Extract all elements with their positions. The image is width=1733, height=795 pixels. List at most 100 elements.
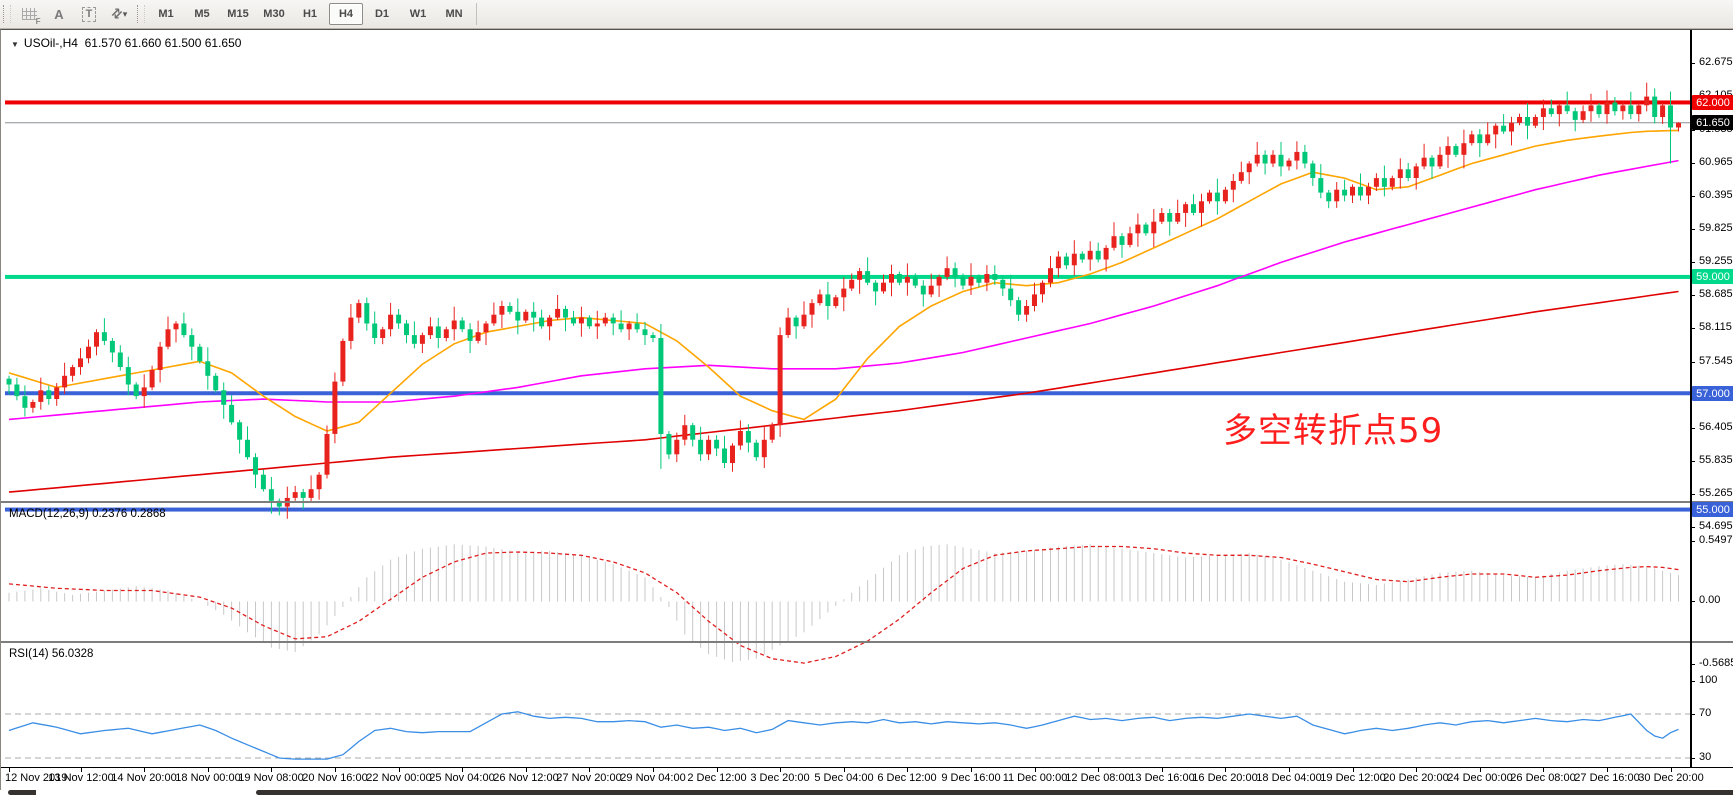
fibonacci-grid-tool-icon[interactable]: F bbox=[16, 2, 42, 26]
time-tick bbox=[1289, 768, 1290, 772]
time-tick bbox=[717, 768, 718, 772]
price-tick-label: 58.115 bbox=[1699, 321, 1732, 333]
timeframe-button-H1[interactable]: H1 bbox=[302, 8, 318, 20]
time-tick bbox=[81, 768, 82, 772]
time-tick bbox=[1225, 768, 1226, 772]
macd-indicator-panel[interactable] bbox=[1, 503, 1733, 664]
price-tick bbox=[1690, 328, 1695, 329]
time-label: 27 Dec 16:00 bbox=[1574, 772, 1640, 784]
level-line-59.000 bbox=[5, 274, 1690, 279]
level-line-62.000 bbox=[5, 100, 1690, 105]
timeframe-button-M1[interactable]: M1 bbox=[158, 8, 174, 20]
time-label: 22 Nov 00:00 bbox=[366, 772, 432, 784]
time-tick bbox=[144, 768, 145, 772]
arrow-objects-tool-icon[interactable]: ⇅ ▾ bbox=[107, 4, 128, 23]
collapse-indicator-icon[interactable]: ▼ bbox=[11, 40, 19, 49]
time-tick bbox=[399, 768, 400, 772]
level-price-label-59.000: 59.000 bbox=[1692, 269, 1733, 284]
time-tick bbox=[844, 768, 845, 772]
price-tick bbox=[1690, 262, 1695, 263]
time-tick bbox=[1098, 768, 1099, 772]
timeframe-button-MN[interactable]: MN bbox=[445, 8, 463, 20]
timeframe-button-D1[interactable]: D1 bbox=[374, 8, 390, 20]
time-label: 20 Nov 16:00 bbox=[302, 772, 368, 784]
main-price-chart[interactable] bbox=[1, 30, 1733, 519]
price-tick bbox=[1690, 362, 1695, 363]
price-tick bbox=[1690, 494, 1695, 495]
time-tick bbox=[335, 768, 336, 772]
price-tick-label: 58.685 bbox=[1699, 288, 1733, 300]
time-axis[interactable]: 12 Nov 2019 13 Nov 12:00 14 Nov 20:00 18 No… bbox=[1, 767, 1733, 792]
time-label: 9 Dec 16:00 bbox=[941, 772, 1001, 784]
macd-label: MACD(12,26,9) 0.2376 0.2868 bbox=[9, 508, 166, 520]
price-tick-label: 55.265 bbox=[1699, 487, 1733, 499]
rsi-tick-label: 100 bbox=[1699, 674, 1718, 686]
time-tick bbox=[907, 768, 908, 772]
timeframe-button-M30[interactable]: M30 bbox=[263, 8, 285, 20]
current-price-label: 61.650 bbox=[1692, 115, 1733, 130]
timeframe-button-M15[interactable]: M15 bbox=[227, 8, 249, 20]
time-label: 29 Nov 04:00 bbox=[620, 772, 686, 784]
time-label: 27 Nov 20:00 bbox=[556, 772, 622, 784]
time-tick bbox=[971, 768, 972, 772]
text-tool-icon[interactable]: T bbox=[76, 2, 102, 26]
rsi-tick-label: 70 bbox=[1699, 707, 1712, 719]
macd-tick bbox=[1690, 664, 1695, 665]
main-macd-separator[interactable] bbox=[1, 501, 1733, 503]
chart-window: ▼ USOil-,H4 61.570 61.660 61.500 61.650 多… bbox=[0, 29, 1733, 795]
time-tick bbox=[1480, 768, 1481, 772]
ma-mid-line bbox=[8, 159, 1679, 421]
price-tick bbox=[1690, 295, 1695, 296]
level-price-label-55.000: 55.000 bbox=[1692, 502, 1733, 517]
time-label: 3 Dec 20:00 bbox=[750, 772, 810, 784]
price-tick-label: 59.825 bbox=[1699, 222, 1733, 234]
time-label: 11 Dec 00:00 bbox=[1002, 772, 1068, 784]
price-tick bbox=[1690, 428, 1695, 429]
time-tick bbox=[1162, 768, 1163, 772]
timeframe-button-M5[interactable]: M5 bbox=[194, 8, 210, 20]
price-axis-line bbox=[1690, 30, 1692, 767]
timeframe-button-H4[interactable]: H4 bbox=[329, 3, 363, 25]
taskbar-fragment-small bbox=[8, 790, 36, 795]
time-label: 30 Dec 20:00 bbox=[1638, 772, 1704, 784]
chart-title: ▼ USOil-,H4 61.570 61.660 61.500 61.650 bbox=[11, 36, 241, 50]
time-label: 6 Dec 12:00 bbox=[877, 772, 937, 784]
price-tick bbox=[1690, 63, 1695, 64]
level-line-55.000 bbox=[5, 507, 1690, 512]
level-price-label-57.000: 57.000 bbox=[1692, 386, 1733, 401]
price-tick-label: 60.965 bbox=[1699, 156, 1733, 168]
time-tick bbox=[208, 768, 209, 772]
rsi-tick bbox=[1690, 681, 1695, 682]
time-tick bbox=[780, 768, 781, 772]
macd-histogram bbox=[8, 544, 1679, 662]
price-tick bbox=[1690, 461, 1695, 462]
price-tick bbox=[1690, 229, 1695, 230]
label-tool-icon[interactable]: A bbox=[54, 6, 64, 22]
time-label: 26 Nov 12:00 bbox=[493, 772, 559, 784]
toolbar-drag-handle[interactable] bbox=[3, 5, 11, 23]
timeframe-button-W1[interactable]: W1 bbox=[409, 8, 427, 20]
time-label: 19 Nov 08:00 bbox=[238, 772, 304, 784]
symbol-timeframe-label: USOil-,H4 bbox=[23, 36, 78, 50]
level-price-label-62.000: 62.000 bbox=[1692, 95, 1733, 110]
time-label: 26 Dec 08:00 bbox=[1510, 772, 1576, 784]
macd-tick bbox=[1690, 541, 1695, 542]
macd-tick-label: -0.5685 bbox=[1699, 657, 1733, 669]
time-tick bbox=[589, 768, 590, 772]
time-label: 12 Dec 08:00 bbox=[1065, 772, 1131, 784]
candles-layer bbox=[6, 82, 1681, 519]
time-tick bbox=[1607, 768, 1608, 772]
time-label: 18 Nov 00:00 bbox=[175, 772, 241, 784]
time-tick bbox=[271, 768, 272, 772]
price-tick bbox=[1690, 196, 1695, 197]
macd-tick bbox=[1690, 601, 1695, 602]
macd-rsi-separator[interactable] bbox=[1, 641, 1733, 643]
macd-tick-label: 0.5497 bbox=[1699, 534, 1733, 546]
rsi-indicator-panel[interactable] bbox=[1, 643, 1733, 767]
timeframe-toolbar-drag-handle[interactable] bbox=[137, 5, 145, 23]
time-tick bbox=[1035, 768, 1036, 772]
ma-slow-line bbox=[8, 290, 1679, 493]
chinese-annotation-text[interactable]: 多空转折点59 bbox=[1223, 411, 1444, 451]
price-tick bbox=[1690, 130, 1695, 131]
